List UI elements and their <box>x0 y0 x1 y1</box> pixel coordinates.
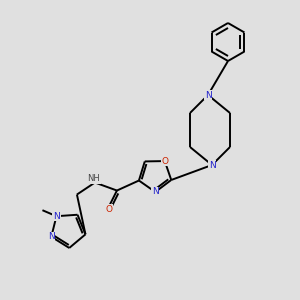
Text: N: N <box>205 91 212 100</box>
Text: O: O <box>161 157 168 166</box>
Text: N: N <box>152 188 159 196</box>
Text: N: N <box>48 232 55 241</box>
Text: O: O <box>105 205 112 214</box>
Text: N: N <box>53 212 60 221</box>
Text: N: N <box>208 160 215 169</box>
Text: NH: NH <box>88 174 100 183</box>
